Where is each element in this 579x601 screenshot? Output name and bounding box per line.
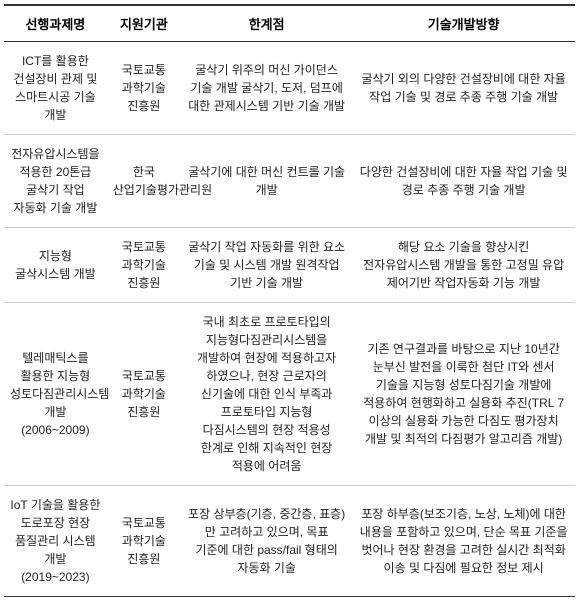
cell-project-name: IoT 기술을 활용한 도로포장 현장 품질관리 시스템 개발 (2019~20… bbox=[4, 486, 107, 597]
table-row: 전자유압시스템을 적용한 20톤급 굴삭기 작업 자동화 기술 개발 한국 산업… bbox=[4, 135, 575, 228]
cell-direction: 굴삭기 외의 다양한 건설장비에 대한 자율 작업 기술 및 경로 추종 주행 … bbox=[352, 42, 575, 135]
cell-agency: 국토교통 과학기술 진흥원 bbox=[107, 228, 181, 303]
cell-project-name: 텔레매틱스를 활용한 지능형 성토다짐관리시스템 개발 (2006~2009) bbox=[4, 303, 107, 486]
table-row: IoT 기술을 활용한 도로포장 현장 품질관리 시스템 개발 (2019~20… bbox=[4, 486, 575, 597]
cell-limitation: 국내 최초로 프로토타입의 지능형다짐관리시스템을 개발하여 현장에 적용하고자… bbox=[181, 303, 352, 486]
table-body: ICT를 활용한 건설장비 관제 및 스마트시공 기술 개발 국토교통 과학기술… bbox=[4, 42, 575, 597]
cell-project-name: ICT를 활용한 건설장비 관제 및 스마트시공 기술 개발 bbox=[4, 42, 107, 135]
cell-agency: 국토교통 과학기술 진흥원 bbox=[107, 42, 181, 135]
table-header: 선행과제명 지원기관 한계점 기술개발방향 bbox=[4, 5, 575, 42]
cell-agency: 국토교통 과학기술 진흥원 bbox=[107, 486, 181, 597]
cell-agency: 국토교통 과학기술 진흥원 bbox=[107, 303, 181, 486]
header-agency: 지원기관 bbox=[107, 5, 181, 42]
cell-project-name: 전자유압시스템을 적용한 20톤급 굴삭기 작업 자동화 기술 개발 bbox=[4, 135, 107, 228]
table-row: ICT를 활용한 건설장비 관제 및 스마트시공 기술 개발 국토교통 과학기술… bbox=[4, 42, 575, 135]
cell-direction: 해당 요소 기술을 향상시킨 전자유압시스템 개발을 통한 고정밀 유압 제어기… bbox=[352, 228, 575, 303]
cell-project-name: 지능형 굴삭시스템 개발 bbox=[4, 228, 107, 303]
table-row: 지능형 굴삭시스템 개발 국토교통 과학기술 진흥원 굴삭기 작업 자동화를 위… bbox=[4, 228, 575, 303]
cell-direction: 기존 연구결과를 바탕으로 지난 10년간 눈부신 발전을 이룩한 첨단 IT와… bbox=[352, 303, 575, 486]
cell-limitation: 굴삭기에 대한 머신 컨트롤 기술 개발 bbox=[181, 135, 352, 228]
cell-limitation: 굴삭기 위주의 머신 가이던스 기술 개발 굴삭기, 도저, 덤프에 대한 관제… bbox=[181, 42, 352, 135]
header-limitation: 한계점 bbox=[181, 5, 352, 42]
cell-limitation: 포장 상부층(기층, 중간층, 표층)만 고려하고 있으며, 목표 기준에 대한… bbox=[181, 486, 352, 597]
cell-limitation: 굴삭기 작업 자동화를 위한 요소 기술 및 시스템 개발 원격작업 기반 기술… bbox=[181, 228, 352, 303]
research-table: 선행과제명 지원기관 한계점 기술개발방향 ICT를 활용한 건설장비 관제 및… bbox=[4, 4, 575, 597]
header-direction: 기술개발방향 bbox=[352, 5, 575, 42]
cell-direction: 다양한 건설장비에 대한 자율 작업 기술 및 경로 추종 주행 기술 개발 bbox=[352, 135, 575, 228]
table-row: 텔레매틱스를 활용한 지능형 성토다짐관리시스템 개발 (2006~2009) … bbox=[4, 303, 575, 486]
cell-agency: 한국 산업기술평가관리원 bbox=[107, 135, 181, 228]
header-project-name: 선행과제명 bbox=[4, 5, 107, 42]
cell-direction: 포장 하부층(보조기층, 노상, 노체)에 대한 내용을 포함하고 있으며, 단… bbox=[352, 486, 575, 597]
